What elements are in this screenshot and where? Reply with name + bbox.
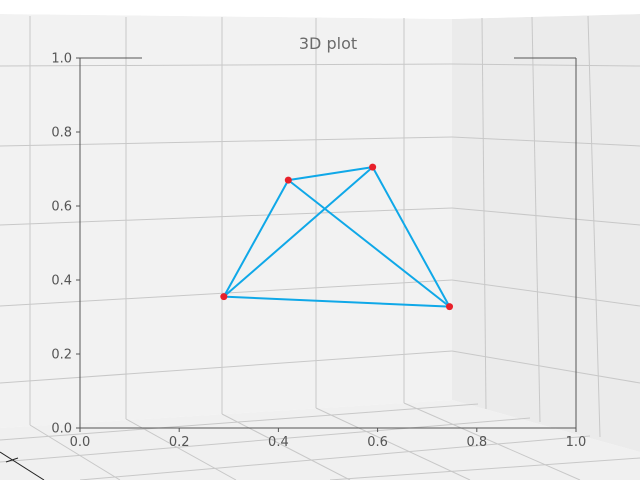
grid-line [451, 63, 640, 67]
x-tick-label: 0.8 [466, 435, 487, 450]
ticks: 0.0 0.2 0.4 0.6 0.8 1.0 0.0 0.2 0.4 0.6 0.8 1.0 [51, 52, 586, 451]
grid-line [451, 279, 640, 307]
floor-axis [0, 451, 45, 480]
grid-line [0, 417, 531, 463]
grid-line [29, 424, 121, 480]
pane-gridlines [0, 15, 640, 480]
grid-line [221, 413, 351, 480]
data-points [220, 163, 454, 311]
y-tick-label: 0.0 [51, 422, 72, 437]
back-pane [0, 14, 452, 428]
chart-title: 3D plot [299, 34, 357, 53]
y-tick-label: 0.6 [51, 200, 72, 215]
right-pane [452, 14, 640, 452]
x-tick-label: 0.2 [169, 435, 190, 450]
y-tick-label: 0.8 [51, 126, 72, 141]
series-line-segment [222, 295, 451, 308]
axes-frame [79, 58, 577, 429]
grid-line [0, 403, 479, 441]
series-line-segment [222, 179, 290, 298]
series-line-segment [371, 166, 451, 308]
series-line-segment [287, 166, 374, 182]
data-point [220, 293, 228, 301]
grid-line [0, 207, 453, 226]
grid-line [481, 17, 487, 410]
x-tick-label: 0.6 [367, 435, 388, 450]
grid-line [0, 350, 453, 384]
grid-line [531, 16, 541, 423]
floor-pane [0, 400, 640, 480]
grid-line [315, 407, 471, 480]
top-strip [0, 0, 640, 19]
grid-line [79, 435, 591, 480]
x-tick-label: 1.0 [566, 435, 587, 450]
grid-line [451, 350, 640, 384]
floor-axis-tick [5, 457, 19, 463]
grid-line [0, 136, 453, 147]
grid-line [0, 63, 453, 67]
series-line-segment [222, 166, 374, 298]
grid-line [587, 15, 601, 438]
data-point [446, 303, 454, 311]
series-line-segment [287, 179, 451, 308]
x-tick-label: 0.4 [268, 435, 289, 450]
y-tick-label: 1.0 [51, 52, 72, 67]
data-edges [222, 166, 451, 308]
grid-line [329, 457, 640, 480]
x-tick-label: 0.0 [70, 435, 91, 450]
y-tick-label: 0.2 [51, 348, 72, 363]
grid-line [451, 207, 640, 226]
data-point [369, 163, 377, 171]
data-point [284, 176, 292, 184]
y-tick-label: 0.4 [51, 274, 72, 289]
grid-line [403, 402, 581, 480]
floor-axis-line [0, 451, 45, 480]
